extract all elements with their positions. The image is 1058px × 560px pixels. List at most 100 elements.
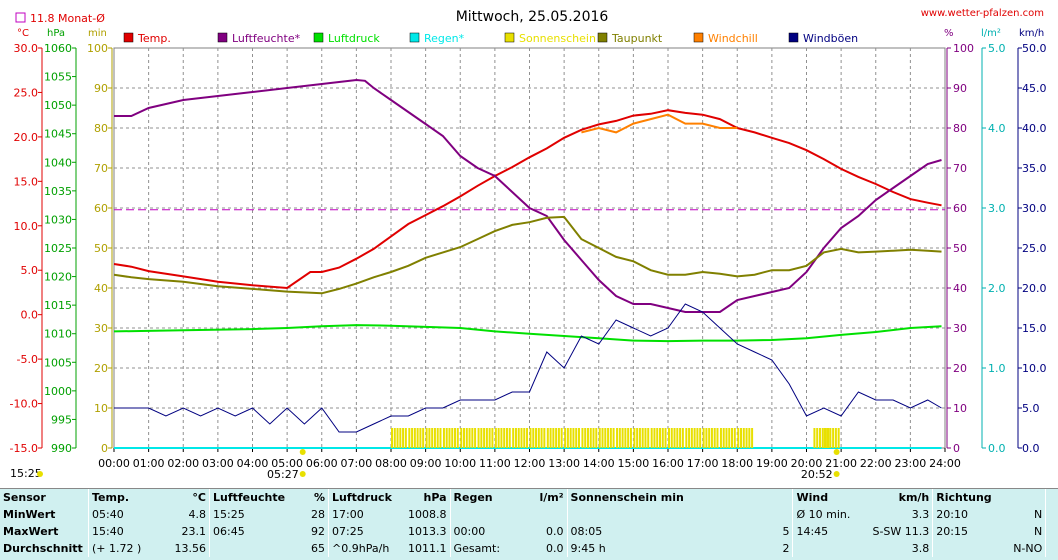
sunshine-bar [526, 428, 529, 448]
stats-cell-empty [1045, 506, 1058, 523]
wind-tick-label: 15.0 [1022, 322, 1047, 335]
sunshine-bar [396, 428, 399, 448]
stats-cell-temp-time: 05:40 [88, 506, 165, 523]
humidity-tick-label: 80 [953, 122, 967, 135]
rain-tick-label: 1.0 [988, 362, 1006, 375]
stats-cell-wind-time [792, 540, 870, 557]
sunshine-bar [621, 428, 624, 448]
start-time-sun-icon [37, 471, 43, 477]
x-tick-label: 08:00 [375, 457, 407, 470]
pressure-tick-label: 1030 [44, 213, 72, 226]
sunshine-bar [813, 428, 816, 448]
sunshine-bar [737, 428, 740, 448]
sunshine-bar [439, 428, 442, 448]
stats-cell-sun: 5 [782, 525, 790, 538]
x-tick-label: 11:00 [479, 457, 511, 470]
series-line-windchill [581, 113, 738, 134]
x-tick-label: 01:00 [133, 457, 165, 470]
x-tick-label: 24:00 [929, 457, 961, 470]
legend-label: Sonnenschein [519, 32, 596, 45]
pressure-tick-label: 1035 [44, 185, 72, 198]
stats-cell-empty [1045, 523, 1058, 540]
stats-h-direction: Richtung [932, 489, 1000, 506]
sunshine-bar [480, 428, 483, 448]
sunset-sun-icon [833, 449, 840, 455]
sunshine-bar [664, 428, 667, 448]
stats-cell-dir: N [1034, 525, 1043, 538]
sunshine-bar [627, 428, 630, 448]
stats-h-temp: Temp. [88, 489, 165, 506]
stats-cell-sun [738, 506, 793, 523]
sunshine-bar [557, 428, 560, 448]
stats-cell-rain: 0.0 [546, 542, 564, 555]
stats-body: MinWert 05:40 4.8 15:25 28 17:00 1008.8 Ø 10 mi… [0, 506, 1058, 557]
sunshine-bar [445, 428, 448, 448]
month-avg-icon [15, 12, 26, 23]
pressure-tick-label: 1005 [44, 356, 72, 369]
pressure-tick-label: 1045 [44, 128, 72, 141]
sunshine-bar [598, 428, 601, 448]
stats-cell-wind-time: Ø 10 min. [792, 506, 870, 523]
sunshine-bar [491, 428, 494, 448]
sunshine-bar [560, 428, 563, 448]
sunshine-bar [416, 428, 419, 448]
pressure-tick-label: 1025 [44, 242, 72, 255]
sunshine-bar [688, 428, 691, 448]
sunshine-bar [465, 428, 468, 448]
legend-swatch [123, 32, 134, 43]
stats-cell-label: Durchschnitt [3, 542, 83, 555]
humidity-tick-label: 0 [953, 442, 960, 455]
humidity-tick-label: 50 [953, 242, 967, 255]
x-tick-label: 17:00 [687, 457, 719, 470]
sunshine-bar [816, 428, 819, 448]
stats-row: MinWert 05:40 4.8 15:25 28 17:00 1008.8 Ø 10 mi… [0, 506, 1058, 523]
sunshine-bar [661, 428, 664, 448]
legend-label: Taupunkt [611, 32, 663, 45]
sunshine-bar [512, 428, 515, 448]
sunshine-bar [728, 428, 731, 448]
stats-cell-sun-time: 08:05 [566, 523, 738, 540]
sunshine-bar [505, 428, 508, 448]
sunshine-bar [668, 428, 670, 448]
humidity-tick-label: 10 [953, 402, 967, 415]
stats-cell-rain-time: Gesamt: [449, 540, 527, 557]
stats-cell-rain: 0.0 [546, 525, 564, 538]
sunshine-bar [742, 428, 745, 448]
humidity-tick-label: 30 [953, 322, 967, 335]
sunshine-bar [555, 428, 558, 448]
minutes-tick-label: 10 [94, 402, 108, 415]
sunshine-bar [500, 428, 503, 448]
sunshine-bar [618, 428, 621, 448]
sunshine-bar [829, 428, 832, 448]
sunshine-bar [529, 428, 532, 448]
stats-cell-rain-time: 00:00 [449, 523, 527, 540]
pressure-tick-label: 990 [51, 442, 72, 455]
sunshine-bar [837, 428, 840, 448]
minutes-tick-label: 0 [101, 442, 108, 455]
sunshine-bar [408, 428, 411, 448]
stats-cell-label: MaxWert [3, 525, 59, 538]
sunshine-bar [612, 428, 615, 448]
sunshine-bar [638, 428, 641, 448]
sunshine-bar [549, 428, 552, 448]
stats-cell-sun: 2 [782, 542, 790, 555]
sunshine-bar [503, 428, 506, 448]
sunshine-bar [575, 428, 578, 448]
sunshine-bar [745, 428, 748, 448]
minutes-tick-label: 60 [94, 202, 108, 215]
pressure-tick-label: 1040 [44, 156, 72, 169]
x-tick-label: 06:00 [306, 457, 338, 470]
sunshine-bar [716, 428, 719, 448]
sunshine-bar [748, 428, 751, 448]
sunshine-bar [514, 428, 517, 448]
stats-cell-dir: N-NO [1013, 542, 1043, 555]
x-tick-label: 02:00 [167, 457, 199, 470]
sunshine-bar [834, 428, 837, 448]
sunset-sun-icon [833, 471, 840, 477]
sunshine-bar [460, 428, 463, 448]
stats-cell-temp: 13.56 [174, 542, 207, 555]
pressure-tick-label: 1010 [44, 328, 72, 341]
sunshine-bar [650, 428, 653, 448]
stats-cell-sun-time [566, 506, 738, 523]
stats-h-direction-spacer [999, 489, 1046, 506]
